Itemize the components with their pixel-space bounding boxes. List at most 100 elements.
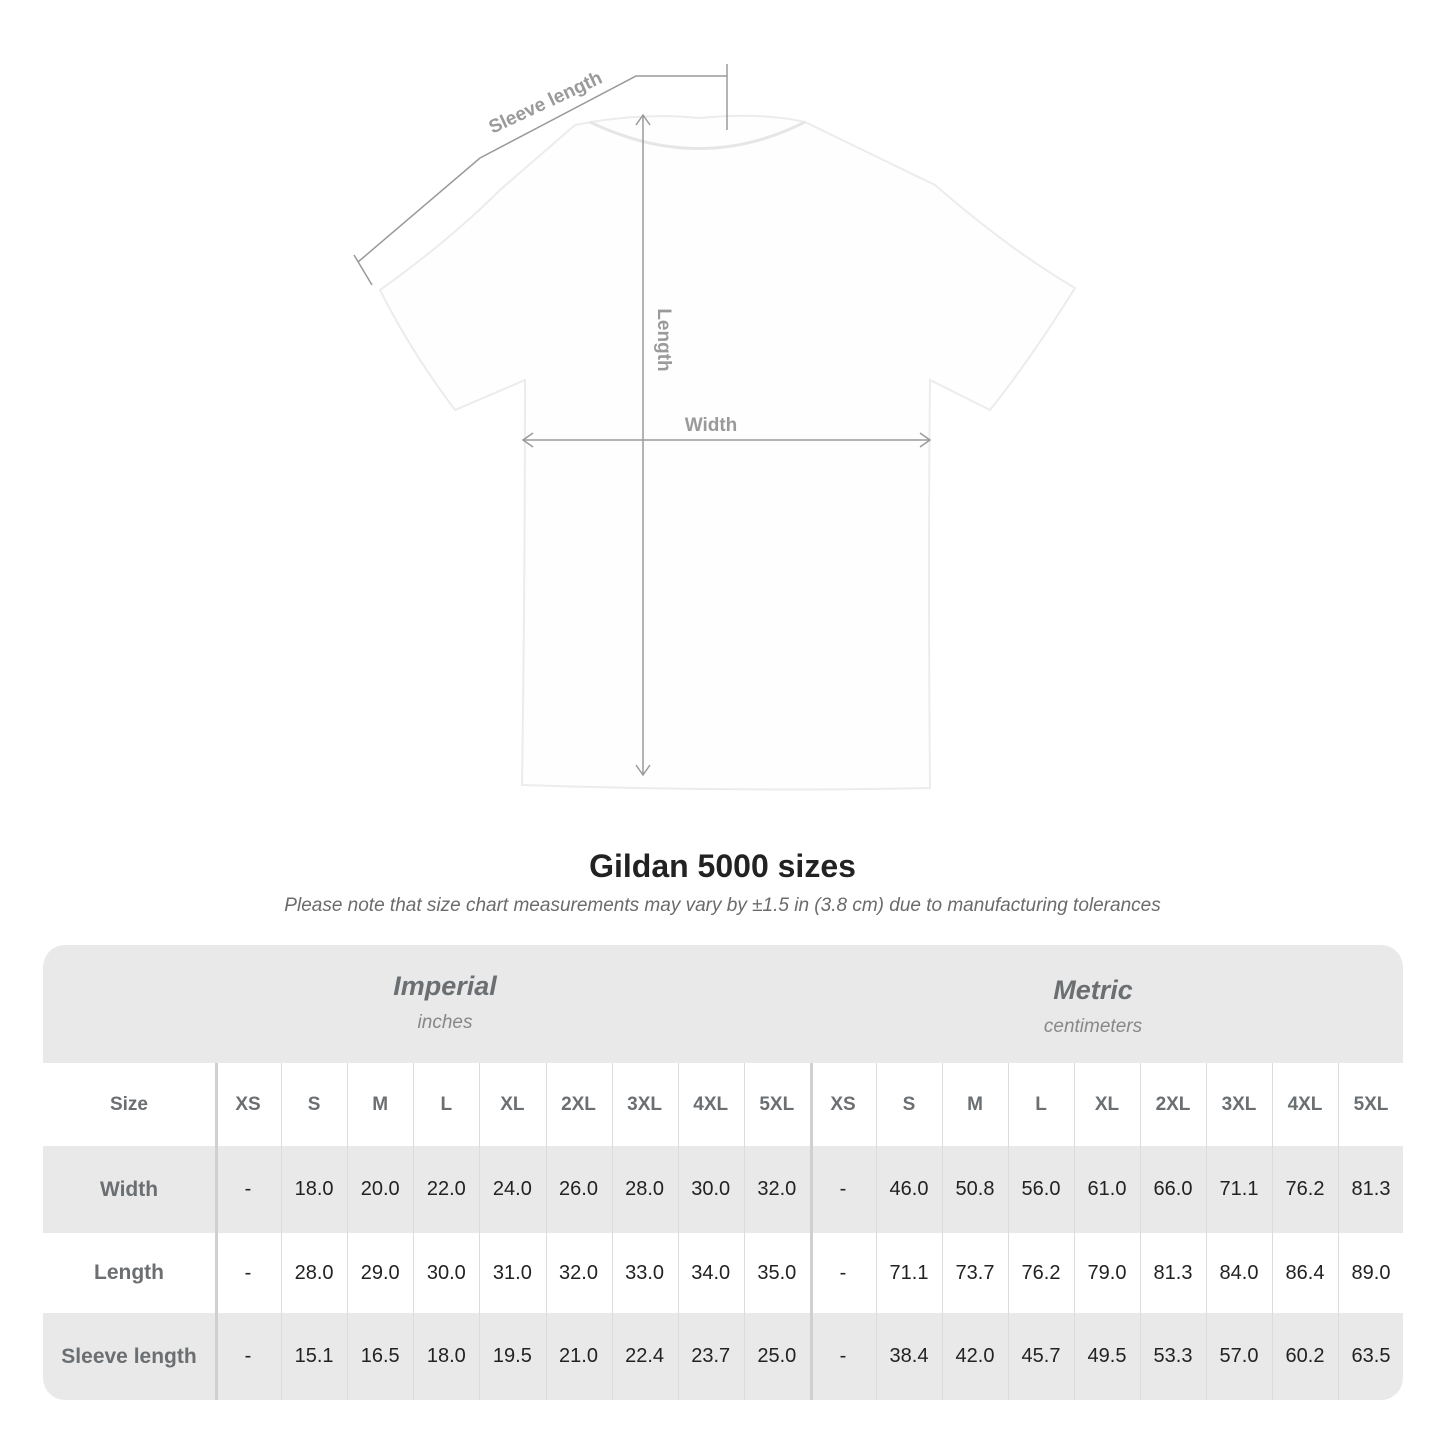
table-cell: 76.2 [1285, 1178, 1325, 1200]
table-cell: 34.0 [691, 1261, 731, 1284]
table-cell: - [244, 1261, 252, 1284]
table-cell: 29.0 [360, 1261, 400, 1284]
size-column-header: 5XL [759, 1093, 795, 1115]
table-cell: 35.0 [757, 1261, 797, 1284]
table-cell: 25.0 [757, 1345, 797, 1367]
table-cell: 57.0 [1219, 1345, 1259, 1367]
table-cell: 30.0 [426, 1261, 466, 1284]
table-cell: 15.1 [294, 1345, 334, 1367]
table-cell: 21.0 [559, 1345, 598, 1367]
table-cell: 32.0 [757, 1178, 797, 1200]
table-cell: 28.0 [294, 1261, 334, 1284]
table-cell: - [839, 1178, 847, 1200]
size-column-header: XS [830, 1093, 856, 1115]
length-label: Length [653, 308, 674, 371]
size-column-header: 2XL [561, 1093, 596, 1115]
label-divider [215, 1063, 218, 1400]
table-cell: 86.4 [1285, 1261, 1325, 1284]
table-cell: 66.0 [1153, 1178, 1193, 1200]
table-cell: 76.2 [1021, 1261, 1061, 1284]
table-cell: 84.0 [1219, 1261, 1259, 1284]
column-divider [743, 1063, 745, 1400]
table-cell: 53.3 [1153, 1345, 1193, 1367]
table-cell: 49.5 [1087, 1345, 1127, 1367]
size-column-header: XS [235, 1093, 261, 1115]
column-divider [545, 1063, 547, 1400]
row-label: Width [99, 1177, 159, 1201]
size-column-header: L [1035, 1093, 1047, 1115]
metric-header: Metric centimeters [863, 975, 1323, 1038]
size-column-header: S [902, 1093, 916, 1115]
table-cell: 81.3 [1351, 1178, 1391, 1200]
size-column-header: 4XL [693, 1093, 729, 1115]
size-column-header: S [307, 1093, 321, 1115]
column-divider [479, 1063, 481, 1400]
column-divider [611, 1063, 613, 1400]
table-cell: 89.0 [1351, 1261, 1391, 1284]
header-band [43, 945, 1403, 1063]
chart-title: Gildan 5000 sizes [589, 848, 856, 884]
size-column-header: 2XL [1155, 1093, 1191, 1115]
table-cell: 79.0 [1087, 1261, 1127, 1284]
tshirt-silhouette [378, 114, 1077, 791]
table-cell: 81.3 [1153, 1261, 1193, 1284]
size-column-header: XL [500, 1093, 525, 1115]
table-cell: - [244, 1178, 252, 1200]
table-cell: - [244, 1345, 252, 1367]
imperial-label: Imperial [393, 971, 497, 1001]
table-cell: - [839, 1345, 847, 1367]
column-divider [413, 1063, 415, 1400]
row-label: Length [94, 1261, 164, 1284]
table-cell: 56.0 [1021, 1178, 1061, 1200]
table-cell: 42.0 [955, 1345, 995, 1367]
table-cell: 18.0 [294, 1178, 334, 1200]
table-cell: 22.0 [426, 1178, 466, 1200]
table-cell: 22.4 [625, 1345, 665, 1367]
column-divider [347, 1063, 349, 1400]
column-divider [1338, 1063, 1339, 1400]
table-cell: 63.5 [1351, 1345, 1391, 1367]
table-cell: 26.0 [559, 1178, 598, 1200]
table-cell: 50.8 [955, 1178, 995, 1200]
table-cell: 30.0 [691, 1178, 731, 1200]
table-cell: 60.2 [1285, 1345, 1325, 1367]
row-band [43, 1313, 1403, 1400]
table-cell: 61.0 [1087, 1178, 1127, 1200]
column-divider [942, 1063, 943, 1400]
table-cell: 19.5 [492, 1345, 532, 1367]
table-cell: 18.0 [426, 1345, 466, 1367]
table-cell: 28.0 [625, 1178, 665, 1200]
table-cell: 73.7 [955, 1261, 995, 1284]
size-column-header: L [440, 1093, 453, 1115]
table-cell: 45.7 [1021, 1345, 1061, 1367]
table-cell: 20.0 [360, 1178, 400, 1200]
collar [589, 120, 806, 150]
table-cell: 71.1 [889, 1261, 929, 1284]
tolerance-note: Please note that size chart measurements… [284, 895, 1161, 916]
size-column-header: 4XL [1287, 1093, 1323, 1115]
column-divider [1206, 1063, 1207, 1400]
size-column-header: XL [1094, 1093, 1120, 1115]
imperial-unit: inches [417, 1012, 473, 1033]
column-divider [876, 1063, 877, 1400]
metric-unit: centimeters [1043, 1016, 1143, 1037]
column-divider [1074, 1063, 1075, 1400]
imperial-header: Imperial inches [215, 971, 675, 1034]
column-divider [1140, 1063, 1141, 1400]
size-table: Imperial inches Metric centimeters Size X… [43, 945, 1403, 1400]
size-column-header: M [372, 1093, 389, 1115]
column-divider [1272, 1063, 1273, 1400]
table-cell: 33.0 [625, 1261, 665, 1284]
metric-label: Metric [1053, 975, 1133, 1005]
table-cell: 46.0 [889, 1178, 929, 1200]
size-column-header: M [967, 1093, 983, 1115]
size-column-header: 3XL [627, 1093, 663, 1115]
table-cell: 38.4 [889, 1345, 929, 1367]
table-cell: 24.0 [492, 1178, 532, 1200]
table-cell: 16.5 [360, 1345, 400, 1367]
column-divider [281, 1063, 283, 1400]
size-column-header: 3XL [1221, 1093, 1257, 1115]
table-cell: 32.0 [559, 1261, 598, 1284]
table-cell: 23.7 [691, 1345, 731, 1367]
table-cell: - [839, 1261, 847, 1284]
